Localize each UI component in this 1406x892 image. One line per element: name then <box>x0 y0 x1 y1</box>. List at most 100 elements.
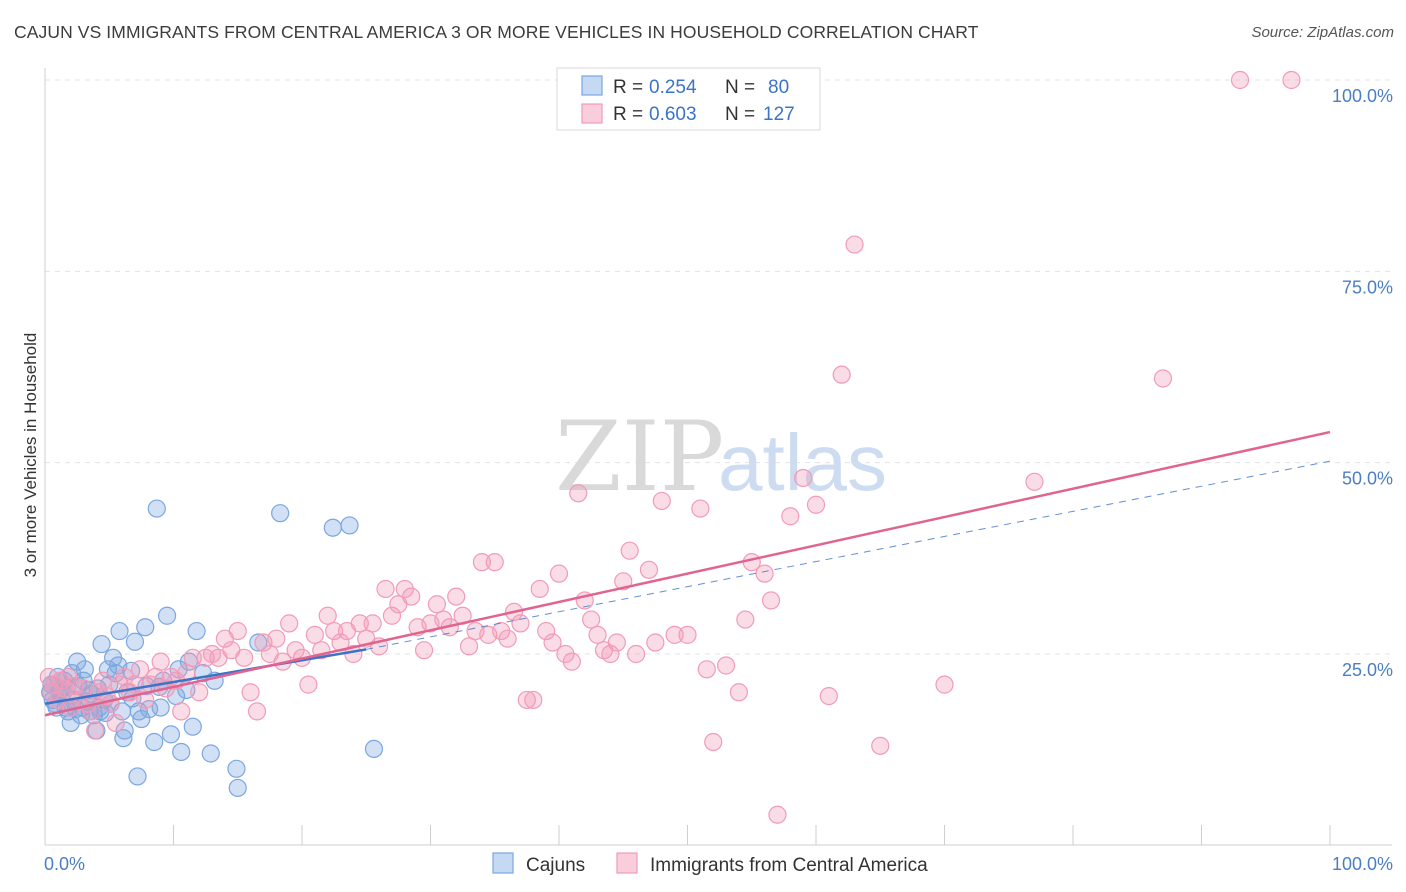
point-cajuns <box>61 713 80 732</box>
x-tick-label: 0.0% <box>44 854 85 874</box>
point-immigrants <box>447 587 466 606</box>
point-immigrants <box>101 694 120 713</box>
chart-title: CAJUN VS IMMIGRANTS FROM CENTRAL AMERICA… <box>14 22 979 42</box>
trendline-cajuns <box>44 648 367 705</box>
y-tick-label: 25.0% <box>1342 660 1393 680</box>
point-cajuns <box>340 516 359 535</box>
point-immigrants <box>582 610 601 629</box>
point-immigrants <box>177 664 196 683</box>
point-cajuns <box>136 618 155 637</box>
legend-swatch-cajuns <box>492 852 514 874</box>
point-cajuns <box>157 606 177 625</box>
point-immigrants <box>427 595 447 614</box>
point-immigrants <box>517 690 536 710</box>
point-immigrants <box>183 648 202 667</box>
point-cajuns <box>110 621 129 641</box>
point-immigrants <box>459 637 479 656</box>
stats-r-value-1: 0.254 <box>649 77 697 98</box>
trendline-immigrants <box>44 430 1331 717</box>
stats-swatch-immigrants <box>581 103 603 124</box>
point-immigrants <box>130 660 150 679</box>
point-immigrants <box>736 610 755 629</box>
stats-r-value-2: 0.603 <box>649 104 697 125</box>
point-cajuns <box>151 698 170 717</box>
point-immigrants <box>768 805 787 824</box>
point-cajuns <box>183 717 202 736</box>
point-cajuns <box>139 700 159 719</box>
point-immigrants <box>626 644 646 664</box>
point-immigrants <box>704 732 723 752</box>
point-immigrants <box>151 652 170 671</box>
point-immigrants <box>639 560 659 579</box>
point-immigrants <box>498 629 517 648</box>
point-cajuns <box>132 709 151 729</box>
stats-n-value-2: 127 <box>763 104 795 125</box>
point-immigrants <box>530 579 549 599</box>
legend-swatch-immigrants <box>616 852 638 874</box>
point-immigrants <box>172 702 191 721</box>
point-immigrants <box>247 702 267 721</box>
point-cajuns <box>161 725 181 744</box>
point-immigrants <box>601 644 620 664</box>
point-immigrants <box>280 614 299 633</box>
watermark: ZIP atlas <box>555 401 887 513</box>
point-immigrants <box>871 736 890 755</box>
point-immigrants <box>1282 70 1301 90</box>
point-cajuns <box>114 729 133 748</box>
point-cajuns <box>228 778 247 798</box>
y-tick-label: 75.0% <box>1342 277 1393 297</box>
point-immigrants <box>691 499 710 518</box>
stats-r-label-1: R = <box>613 77 643 98</box>
point-immigrants <box>106 713 125 732</box>
point-cajuns <box>128 767 147 786</box>
x-tick-label: 100.0% <box>1332 854 1393 874</box>
point-immigrants <box>241 683 260 702</box>
point-immigrants <box>511 614 530 633</box>
point-cajuns <box>75 660 94 679</box>
point-immigrants <box>543 633 562 652</box>
point-immigrants <box>376 579 395 599</box>
point-cajuns <box>187 621 206 641</box>
data-points <box>39 70 1301 824</box>
point-immigrants <box>652 491 671 511</box>
y-tick-label: 50.0% <box>1342 469 1393 489</box>
point-immigrants <box>190 683 209 702</box>
point-immigrants <box>794 468 813 488</box>
point-immigrants <box>59 667 78 687</box>
point-cajuns <box>145 732 164 752</box>
axes <box>44 68 1392 846</box>
point-cajuns <box>172 742 191 762</box>
watermark-atlas: atlas <box>718 418 887 507</box>
y-tick-label: 100.0% <box>1332 86 1393 106</box>
point-immigrants <box>235 648 254 667</box>
point-immigrants <box>1153 369 1173 388</box>
point-immigrants <box>74 679 93 698</box>
source-credit: Source: ZipAtlas.com <box>1251 24 1394 41</box>
stats-n-value-1: 80 <box>768 77 789 98</box>
point-immigrants <box>716 656 736 675</box>
point-immigrants <box>806 495 826 514</box>
stats-n-label-1: N = <box>725 77 755 98</box>
watermark-zip: ZIP <box>555 401 724 513</box>
tick-labels: 25.0% 50.0% 75.0% 100.0% 0.0% 100.0% <box>44 86 1393 874</box>
point-immigrants <box>267 629 286 648</box>
point-immigrants <box>646 633 665 652</box>
point-immigrants <box>845 235 864 254</box>
y-axis-label: 3 or more Vehicles in Household <box>21 333 40 578</box>
trend-lines <box>44 430 1331 717</box>
stats-legend: R = 0.254 N = 80 R = 0.603 N = 127 <box>556 67 821 131</box>
point-immigrants <box>1025 472 1044 491</box>
point-immigrants <box>1230 70 1250 90</box>
point-immigrants <box>485 553 504 572</box>
point-immigrants <box>93 671 112 690</box>
point-immigrants <box>832 365 851 384</box>
point-immigrants <box>318 606 337 625</box>
point-cajuns <box>147 499 166 518</box>
point-immigrants <box>524 690 543 710</box>
point-immigrants <box>569 484 588 503</box>
point-immigrants <box>228 621 247 641</box>
point-immigrants <box>761 591 781 610</box>
point-cajuns <box>323 518 342 537</box>
point-immigrants <box>402 587 421 606</box>
point-cajuns <box>92 634 111 654</box>
